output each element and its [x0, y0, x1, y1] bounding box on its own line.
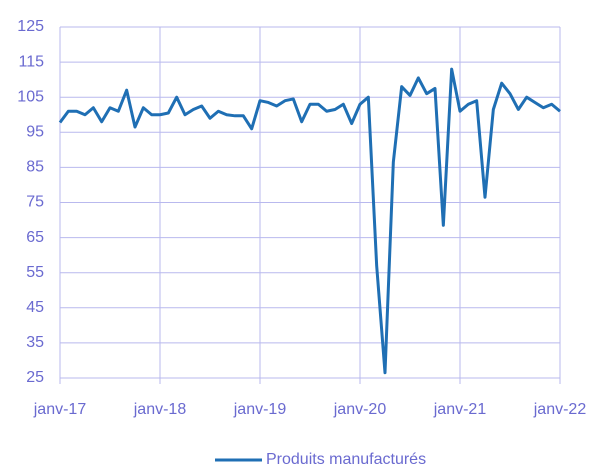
y-tick-label: 55	[26, 264, 44, 281]
y-tick-label: 75	[26, 194, 44, 211]
y-tick-label: 125	[17, 18, 44, 35]
y-tick-label: 115	[18, 53, 44, 70]
x-tick-label: janv-22	[533, 401, 587, 418]
x-tick-label: janv-21	[433, 401, 487, 418]
legend-label: Produits manufacturés	[266, 451, 426, 467]
y-tick-label: 65	[26, 229, 44, 246]
y-tick-label: 25	[26, 369, 44, 386]
x-tick-label: janv-18	[133, 401, 187, 418]
y-tick-label: 35	[26, 334, 44, 351]
data-line	[58, 67, 561, 375]
x-tick-label: janv-19	[233, 401, 287, 418]
y-tick-label: 105	[17, 88, 44, 105]
y-tick-label: 85	[26, 159, 44, 176]
x-tick-label: janv-20	[333, 401, 387, 418]
y-tick-label: 95	[26, 124, 44, 141]
y-tick-label: 45	[26, 299, 44, 316]
x-tick-label: janv-17	[33, 401, 87, 418]
